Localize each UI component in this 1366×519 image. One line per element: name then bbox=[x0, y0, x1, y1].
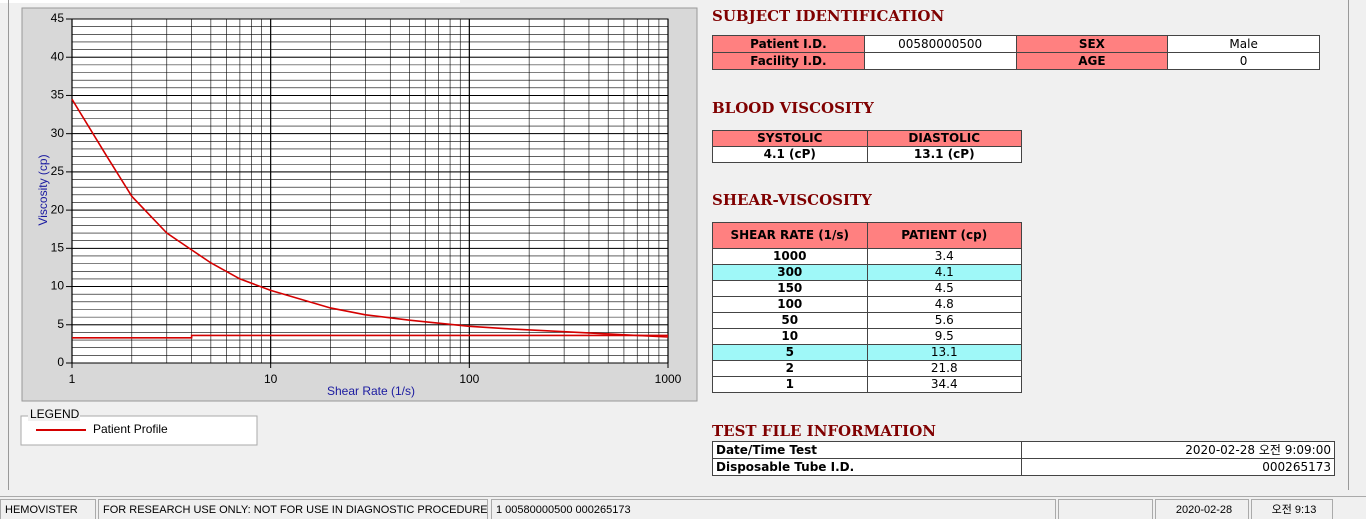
divider bbox=[1348, 0, 1349, 490]
y-tick-label: 30 bbox=[51, 126, 65, 140]
plot-frame bbox=[71, 18, 669, 364]
y-tick-label: 0 bbox=[57, 355, 64, 369]
cell: 13.1 bbox=[866, 344, 1022, 361]
blood-table: SYSTOLIC DIASTOLIC 4.1 (cP) 13.1 (cP) bbox=[712, 130, 1022, 163]
field-value: 00580000500 bbox=[863, 35, 1017, 53]
y-tick-label: 5 bbox=[57, 317, 64, 331]
cell: 50 bbox=[712, 312, 868, 329]
table-row: 50 5.6 bbox=[712, 312, 1022, 329]
chart: Shear Rate (1/s) Viscosity (cp) LEGEND 0… bbox=[20, 7, 698, 446]
y-tick-label: 35 bbox=[51, 88, 65, 102]
status-cell: FOR RESEARCH USE ONLY: NOT FOR USE IN DI… bbox=[98, 499, 488, 519]
cell: 4.1 (cP) bbox=[712, 146, 868, 163]
cell: 1000 bbox=[712, 248, 868, 265]
cell: 21.8 bbox=[866, 360, 1022, 377]
section-title: BLOOD VISCOSITY bbox=[712, 99, 874, 117]
y-tick-label: 45 bbox=[51, 11, 65, 25]
status-bar: HEMOVISTER FOR RESEARCH USE ONLY: NOT FO… bbox=[0, 496, 1366, 519]
cell: 100 bbox=[712, 296, 868, 313]
divider bbox=[8, 0, 9, 490]
table-row: 5 13.1 bbox=[712, 344, 1022, 361]
top-strip bbox=[0, 0, 460, 3]
field-label: AGE bbox=[1015, 52, 1169, 70]
shear-table: SHEAR RATE (1/s) PATIENT (cp) 1000 3.4 300 4… bbox=[712, 222, 1022, 393]
status-cell: 1 00580000500 000265173 bbox=[491, 499, 1056, 519]
section-title: SHEAR-VISCOSITY bbox=[712, 191, 872, 209]
cell: 34.4 bbox=[866, 376, 1022, 393]
cell: 150 bbox=[712, 280, 868, 297]
header-cell: SHEAR RATE (1/s) bbox=[712, 222, 868, 249]
legend-title: LEGEND bbox=[30, 407, 80, 421]
section-title: TEST FILE INFORMATION bbox=[712, 422, 936, 440]
field-value bbox=[863, 52, 1017, 70]
header-cell: SYSTOLIC bbox=[712, 130, 868, 147]
x-axis-label: Shear Rate (1/s) bbox=[327, 384, 415, 398]
cell: 1 bbox=[712, 376, 868, 393]
series-line bbox=[71, 98, 669, 338]
cell: 4.8 bbox=[866, 296, 1022, 313]
cell: Disposable Tube I.D. bbox=[712, 458, 1022, 476]
cell: 9.5 bbox=[866, 328, 1022, 345]
y-axis-label: Viscosity (cp) bbox=[36, 154, 50, 225]
cell: 4.5 bbox=[866, 280, 1022, 297]
test-file-table: Date/Time Test 2020-02-28 오전 9:09:00 Disp… bbox=[712, 441, 1335, 476]
field-label: Patient I.D. bbox=[712, 35, 865, 53]
y-tick-label: 10 bbox=[51, 279, 65, 293]
subject-table: Patient I.D. 00580000500 SEX Male Facility … bbox=[712, 35, 1320, 70]
table-row: 1000 3.4 bbox=[712, 248, 1022, 265]
series-line bbox=[72, 334, 668, 339]
cell: 5 bbox=[712, 344, 868, 361]
legend-label: Patient Profile bbox=[93, 422, 168, 436]
table-row: 1 34.4 bbox=[712, 376, 1022, 393]
x-tick-label: 1 bbox=[69, 372, 76, 386]
status-cell: 오전 9:13 bbox=[1251, 499, 1333, 519]
section-title: SUBJECT IDENTIFICATION bbox=[712, 7, 945, 25]
status-cell: 2020-02-28 bbox=[1155, 499, 1249, 519]
field-value: Male bbox=[1167, 35, 1320, 53]
status-cell bbox=[1058, 499, 1153, 519]
cell: 5.6 bbox=[866, 312, 1022, 329]
cell: 13.1 (cP) bbox=[866, 146, 1022, 163]
status-cell: HEMOVISTER bbox=[0, 499, 96, 519]
cell: 2 bbox=[712, 360, 868, 377]
cell: 10 bbox=[712, 328, 868, 345]
field-label: SEX bbox=[1015, 35, 1169, 53]
table-row: 2 21.8 bbox=[712, 360, 1022, 377]
cell: Date/Time Test bbox=[712, 441, 1022, 459]
x-tick-label: 10 bbox=[264, 372, 278, 386]
table-row: 150 4.5 bbox=[712, 280, 1022, 297]
cell: 4.1 bbox=[866, 264, 1022, 281]
y-tick-label: 15 bbox=[51, 241, 65, 255]
field-label: Facility I.D. bbox=[712, 52, 865, 70]
field-value: 0 bbox=[1167, 52, 1320, 70]
cell: 2020-02-28 오전 9:09:00 bbox=[1021, 441, 1335, 459]
cell: 3.4 bbox=[866, 248, 1022, 265]
legend-title-bg bbox=[28, 409, 80, 421]
table-row: 300 4.1 bbox=[712, 264, 1022, 281]
x-tick-label: 100 bbox=[459, 372, 479, 386]
y-tick-label: 25 bbox=[51, 164, 65, 178]
header-cell: DIASTOLIC bbox=[866, 130, 1022, 147]
cell: 000265173 bbox=[1021, 458, 1335, 476]
y-tick-label: 40 bbox=[51, 49, 65, 63]
table-row: 10 9.5 bbox=[712, 328, 1022, 345]
x-tick-label: 1000 bbox=[655, 372, 682, 386]
y-tick-label: 20 bbox=[51, 202, 65, 216]
header-cell: PATIENT (cp) bbox=[866, 222, 1022, 249]
table-row: 100 4.8 bbox=[712, 296, 1022, 313]
cell: 300 bbox=[712, 264, 868, 281]
plot-area bbox=[72, 19, 668, 363]
